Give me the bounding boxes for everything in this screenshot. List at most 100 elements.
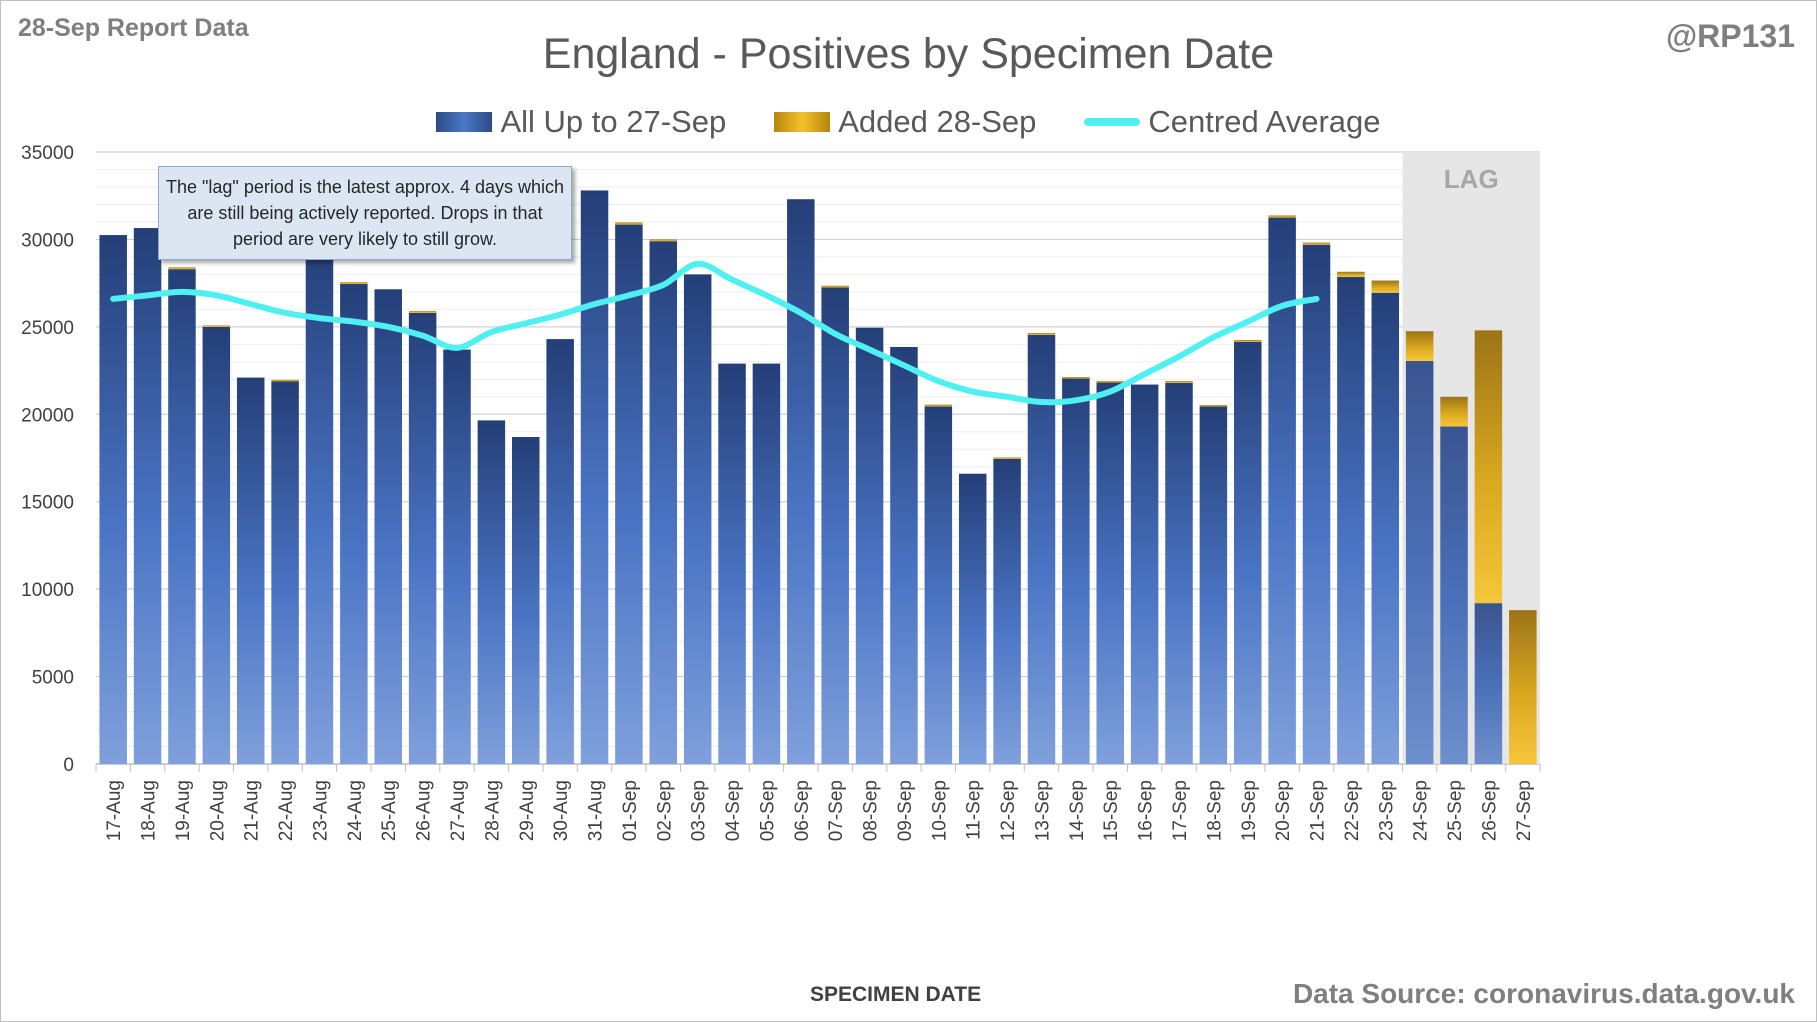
x-tick-label: 01-Sep [620, 780, 641, 841]
bar-base-04-Sep [718, 363, 746, 764]
bar-base-15-Sep [1096, 381, 1124, 764]
bar-added-26-Sep [1474, 330, 1503, 604]
bar-base-19-Sep [1234, 341, 1262, 764]
legend-label-added: Added 28-Sep [838, 104, 1037, 139]
bar-added-24-Aug [340, 282, 368, 285]
x-tick-label: 06-Sep [792, 780, 813, 841]
bar-base-03-Sep [683, 274, 712, 764]
lag-label: LAG [1444, 164, 1499, 194]
bar-added-14-Sep [1062, 377, 1090, 379]
x-tick-label: 30-Aug [551, 780, 572, 841]
x-tick-label: 27-Sep [1514, 780, 1535, 841]
bar-base-22-Sep [1337, 277, 1365, 764]
y-tick-label: 25000 [21, 318, 74, 339]
bar-added-23-Sep [1371, 280, 1400, 293]
bar-base-17-Aug [99, 235, 127, 765]
bar-base-20-Aug [202, 326, 231, 764]
data-source: Data Source: coronavirus.data.gov.uk [1292, 978, 1795, 1009]
line-layer [110, 260, 1320, 406]
x-tick-label: 15-Sep [1101, 780, 1122, 841]
x-tick-label: 11-Sep [964, 780, 985, 840]
bar-base-28-Aug [477, 420, 506, 764]
x-tick-label: 22-Sep [1342, 780, 1363, 841]
bar-base-10-Sep [924, 406, 953, 764]
legend-label-base: All Up to 27-Sep [500, 104, 727, 139]
bar-base-13-Sep [1027, 334, 1056, 764]
y-tick-label: 15000 [21, 493, 74, 514]
bar-added-07-Sep [821, 285, 849, 288]
bar-added-17-Sep [1165, 381, 1193, 383]
x-tick-label: 17-Sep [1170, 780, 1191, 841]
bar-added-13-Sep [1027, 332, 1056, 335]
x-tick-label: 26-Sep [1479, 780, 1500, 841]
y-tick-label: 0 [63, 755, 74, 776]
x-tick-label: 21-Aug [242, 780, 263, 841]
bar-base-20-Sep [1268, 217, 1296, 765]
x-tick-label: 19-Sep [1239, 780, 1260, 841]
lag-note: The "lag" period is the latest approx. 4… [158, 166, 572, 260]
bar-added-21-Sep [1302, 242, 1331, 245]
bar-base-14-Sep [1062, 378, 1090, 764]
bar-added-02-Sep [649, 239, 678, 242]
bar-base-24-Sep [1405, 360, 1434, 764]
bar-base-18-Sep [1199, 406, 1228, 764]
x-axis-title: SPECIMEN DATE [810, 983, 982, 1006]
x-tick-label: 08-Sep [861, 780, 882, 841]
x-tick-label: 13-Sep [1032, 780, 1053, 841]
legend: All Up to 27-Sep Added 28-Sep Centred Av… [0, 104, 1817, 140]
bar-base-25-Sep [1440, 426, 1468, 764]
bar-base-30-Aug [546, 339, 574, 764]
x-tick-label: 18-Sep [1204, 780, 1225, 841]
legend-swatch-base [436, 112, 493, 132]
bar-added-22-Aug [271, 379, 299, 382]
x-tick-label: 24-Sep [1411, 780, 1432, 841]
bar-base-05-Sep [752, 363, 781, 764]
x-tick-label: 19-Aug [173, 780, 194, 841]
y-tick-label: 30000 [21, 230, 74, 251]
y-tick-label: 35000 [21, 143, 74, 164]
bar-base-25-Aug [374, 289, 402, 764]
grid-layer [95, 151, 1541, 772]
bar-base-24-Aug [340, 284, 368, 764]
x-tick-label: 05-Sep [757, 780, 778, 841]
bar-base-23-Aug [305, 246, 334, 764]
bar-layer [99, 190, 1537, 765]
x-tick-label: 07-Sep [826, 780, 847, 841]
bar-base-21-Sep [1302, 244, 1331, 764]
bar-added-15-Sep [1096, 381, 1124, 383]
bar-base-22-Aug [271, 381, 299, 764]
bar-added-22-Sep [1337, 271, 1365, 278]
bar-base-17-Sep [1165, 382, 1193, 764]
bar-base-16-Sep [1130, 384, 1159, 764]
bar-base-26-Aug [408, 312, 437, 764]
x-tick-label: 03-Sep [689, 780, 710, 841]
x-tick-label: 28-Aug [482, 780, 503, 841]
report-label: 28-Sep Report Data [18, 14, 249, 42]
x-tick-label: 22-Aug [276, 780, 297, 841]
x-tick-label: 09-Sep [895, 780, 916, 841]
bar-base-27-Aug [443, 349, 471, 764]
legend-label-average: Centred Average [1148, 104, 1381, 139]
x-tick-label: 20-Aug [207, 780, 228, 841]
y-tick-label: 10000 [21, 580, 74, 601]
bar-base-21-Aug [236, 377, 265, 764]
bar-added-20-Sep [1268, 215, 1296, 218]
x-tick-label: 04-Sep [723, 780, 744, 841]
x-tick-label: 16-Sep [1136, 780, 1157, 841]
bar-base-11-Sep [958, 473, 987, 764]
chart-title: England - Positives by Specimen Date [542, 30, 1275, 78]
legend-item-average: Centred Average [1084, 104, 1381, 140]
bar-added-24-Sep [1405, 331, 1434, 361]
bar-added-26-Aug [408, 311, 437, 313]
x-tick-label: 17-Aug [104, 780, 125, 841]
x-tick-label: 29-Aug [517, 780, 538, 841]
x-tick-label: 10-Sep [929, 780, 950, 841]
x-tick-label: 23-Aug [310, 780, 331, 841]
legend-swatch-average [1084, 118, 1141, 126]
bar-added-12-Sep [993, 457, 1021, 459]
x-tick-label: 14-Sep [1067, 780, 1088, 841]
bar-added-10-Sep [924, 404, 953, 407]
bar-added-27-Sep [1509, 610, 1537, 764]
bar-base-31-Aug [580, 190, 609, 764]
legend-swatch-added [774, 112, 831, 132]
